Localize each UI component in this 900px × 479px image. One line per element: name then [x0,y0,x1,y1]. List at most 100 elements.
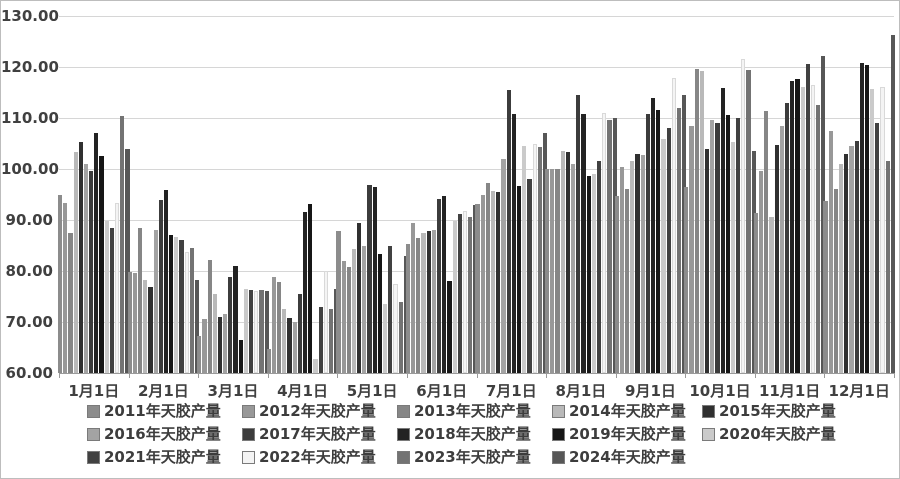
bar-2015年天胶产量-2月1日 [148,287,153,373]
legend-label: 2014年天胶产量 [569,402,686,420]
x-axis-tick [406,373,408,378]
bar-2024年天胶产量-3月1日 [264,290,269,373]
bar-2013年天胶产量-10月1日 [694,69,699,373]
legend-label: 2020年天胶产量 [719,425,836,443]
bar-2014年天胶产量-10月1日 [699,70,704,373]
bar-2015年天胶产量-12月1日 [844,154,849,373]
legend-swatch-icon [552,450,565,464]
bar-2023年天胶产量-2月1日 [189,248,194,373]
y-axis-label: 60.00 [5,364,53,382]
bar-2021年天胶产量-10月1日 [736,117,741,373]
bar-2018年天胶产量-10月1日 [720,87,725,373]
bar-2011年天胶产量-4月1日 [266,348,271,373]
legend-swatch-icon [552,427,565,441]
x-axis-label: 12月1日 [828,382,890,400]
bar-2024年天胶产量-11月1日 [821,55,826,373]
bar-2024年天胶产量-12月1日 [890,34,896,373]
bar-2015年天胶产量-1月1日 [78,141,83,373]
bar-2023年天胶产量-9月1日 [676,107,682,373]
bar-2019年天胶产量-8月1日 [586,176,591,373]
bar-2012年天胶产量-12月1日 [828,130,833,373]
x-axis-tick [546,373,548,378]
bar-group-12月1日 [823,34,896,373]
bar-2013年天胶产量-1月1日 [68,232,73,373]
bar-2018年天胶产量-8月1日 [581,114,586,373]
bar-2016年天胶产量-9月1日 [640,154,645,373]
bar-2019年天胶产量-9月1日 [656,110,661,373]
bar-2023年天胶产量-10月1日 [746,70,751,373]
y-axis-label: 80.00 [5,262,53,280]
bar-2012年天胶产量-7月1日 [480,194,485,373]
legend-item-2018年天胶产量: 2018年天胶产量 [397,426,531,442]
legend-item-2011年天胶产量: 2011年天胶产量 [87,403,221,419]
bar-group-4月1日 [266,203,339,373]
bar-2015年天胶产量-6月1日 [426,231,431,373]
bar-2014年天胶产量-2月1日 [143,280,148,373]
legend-swatch-icon [87,450,100,464]
gridline [59,67,894,68]
bar-2018年天胶产量-7月1日 [511,114,516,373]
bar-2023年天胶产量-1月1日 [120,115,125,373]
x-axis-tick [476,373,478,378]
x-axis-label: 9月1日 [625,382,676,400]
bar-2022年天胶产量-9月1日 [671,78,676,373]
legend-item-2020年天胶产量: 2020年天胶产量 [702,426,836,442]
bar-2019年天胶产量-1月1日 [99,155,104,373]
bar-2012年天胶产量-1月1日 [63,203,68,373]
y-axis-label: 120.00 [1,58,59,76]
bar-2015年天胶产量-5月1日 [357,222,362,373]
bar-2022年天胶产量-11月1日 [810,84,816,373]
bar-2024年天胶产量-8月1日 [612,118,617,373]
x-axis-label: 3月1日 [207,382,259,400]
bar-group-6月1日 [405,196,478,373]
y-axis-label: 110.00 [1,109,59,127]
bar-2017年天胶产量-8月1日 [576,95,581,373]
legend-item-2016年天胶产量: 2016年天胶产量 [87,426,221,442]
bar-2022年天胶产量-8月1日 [602,112,607,373]
bar-group-9月1日 [614,78,687,373]
bar-2021年天胶产量-12月1日 [875,122,880,373]
bar-2023年天胶产量-3月1日 [259,289,264,373]
bar-2015年天胶产量-3月1日 [217,317,223,373]
bar-2014年天胶产量-3月1日 [212,293,217,373]
legend-label: 2016年天胶产量 [104,425,221,443]
bar-2017年天胶产量-6月1日 [437,199,442,373]
legend-label: 2021年天胶产量 [104,448,221,466]
bar-2015年天胶产量-4月1日 [287,318,292,373]
bar-2021年天胶产量-9月1日 [666,128,671,373]
bar-2019年天胶产量-3月1日 [238,340,243,373]
bar-2016年天胶产量-7月1日 [501,159,506,373]
bar-2021年天胶产量-6月1日 [457,214,462,373]
bar-2013年天胶产量-8月1日 [555,169,560,373]
x-axis-tick [894,373,895,378]
bar-2011年天胶产量-9月1日 [614,196,619,373]
legend-swatch-icon [702,404,715,418]
gridline [59,16,894,17]
bar-2017年天胶产量-4月1日 [297,293,303,373]
bar-2019年天胶产量-4月1日 [308,203,313,373]
bar-2015年天胶产量-9月1日 [635,154,640,373]
bar-2013年天胶产量-12月1日 [833,189,838,373]
bar-2023年天胶产量-4月1日 [328,308,334,373]
bar-2022年天胶产量-10月1日 [741,59,746,373]
bar-group-5月1日 [336,185,408,373]
x-axis-label: 8月1日 [555,382,607,400]
bar-2013年天胶产量-2月1日 [137,228,143,373]
bar-2021年天胶产量-11月1日 [805,64,810,373]
bar-2020年天胶产量-11月1日 [800,87,805,373]
bar-2014年天胶产量-7月1日 [491,190,496,373]
bar-2015年天胶产量-10月1日 [704,149,710,373]
bar-2017年天胶产量-9月1日 [645,114,650,373]
bar-2013年天胶产量-11月1日 [764,110,769,373]
bar-2024年天胶产量-1月1日 [125,148,130,373]
bar-2021年天胶产量-3月1日 [249,289,254,373]
bar-2023年天胶产量-5月1日 [398,301,403,373]
x-axis-label: 5月1日 [346,382,398,400]
legend-swatch-icon [87,427,100,441]
bar-2013年天胶产量-3月1日 [207,260,212,373]
legend-item-2019年天胶产量: 2019年天胶产量 [552,426,686,442]
bar-2016年天胶产量-2月1日 [153,230,158,373]
bar-2021年天胶产量-2月1日 [179,239,184,373]
bar-2016年天胶产量-12月1日 [849,146,854,373]
bar-2011年天胶产量-11月1日 [753,212,758,373]
